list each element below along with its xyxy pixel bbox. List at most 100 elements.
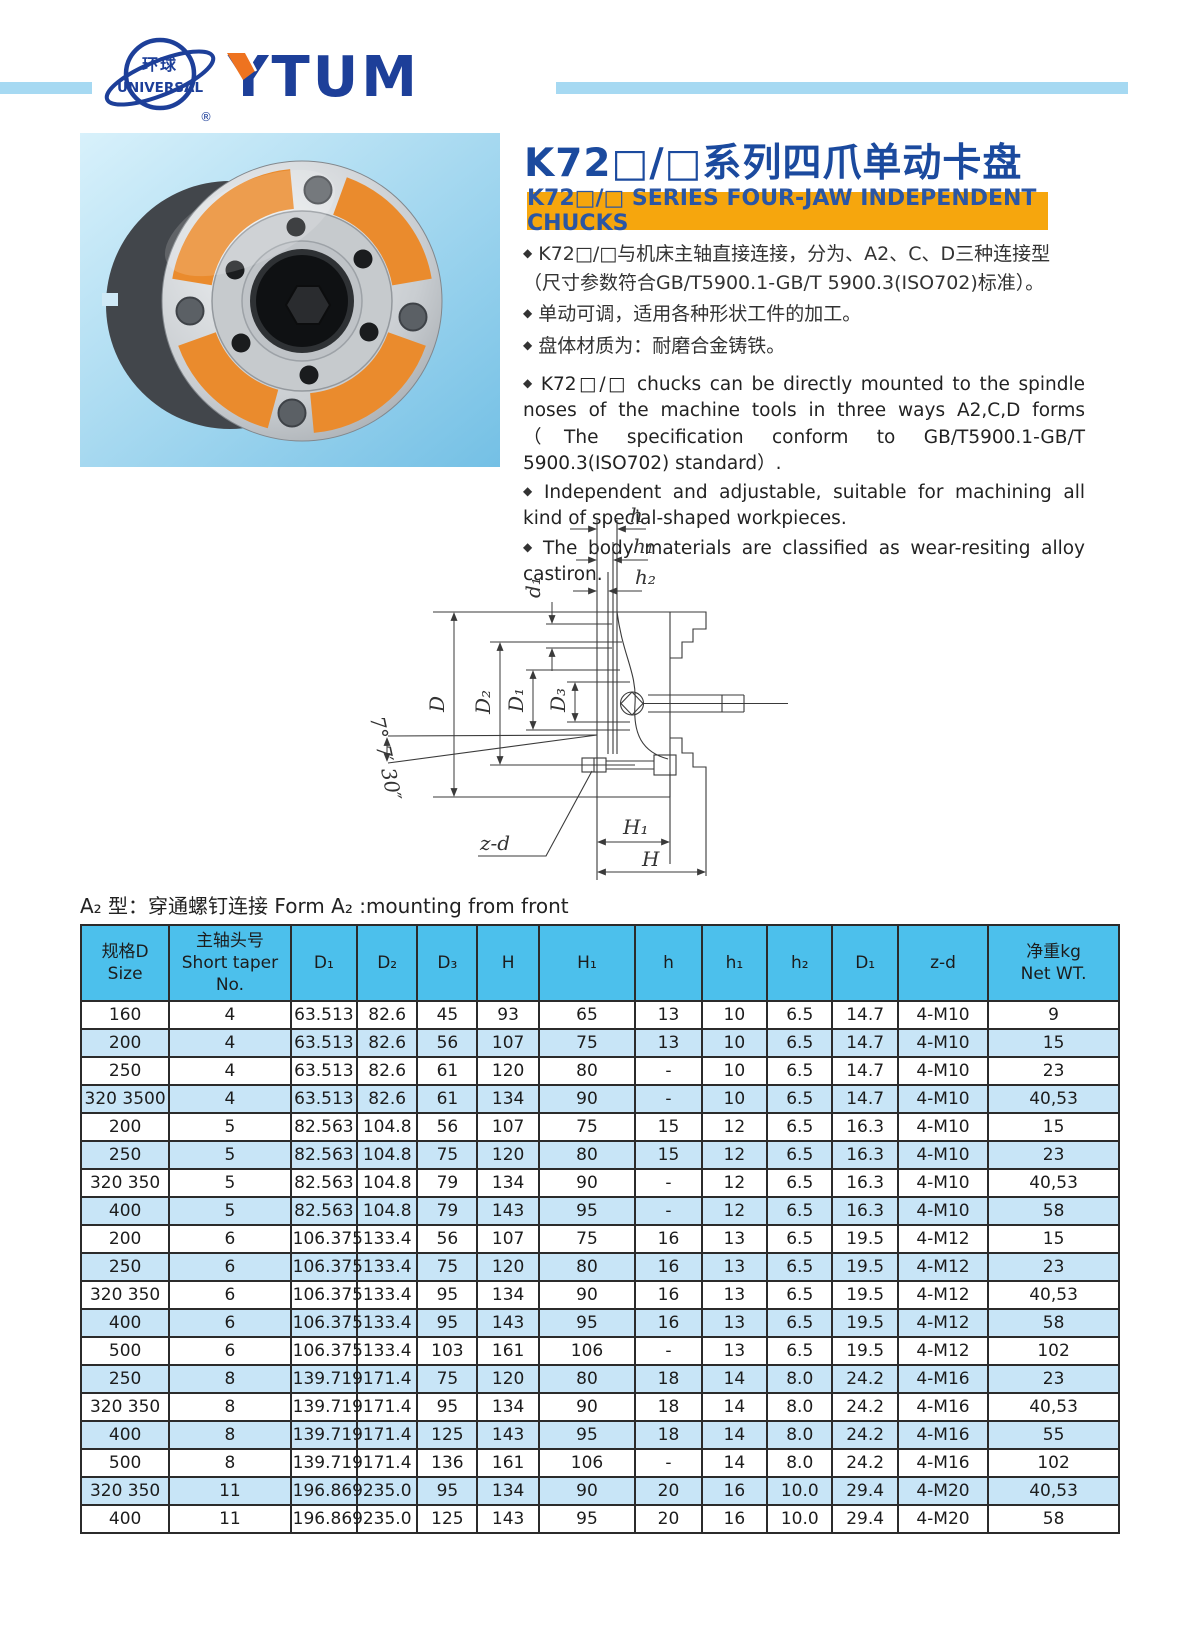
wordmark-gap xyxy=(244,51,258,72)
table-cell: 95 xyxy=(416,1308,479,1339)
table-cell: 82.563 xyxy=(289,1112,359,1143)
table-cell: 6.5 xyxy=(766,1336,834,1367)
globe-text-cn: 环球 xyxy=(142,55,178,74)
table-cell: 161 xyxy=(476,1336,540,1367)
table-cell: 235.0 xyxy=(356,1476,419,1507)
table-cell: 14.7 xyxy=(831,1084,899,1115)
header-cell: H₁ xyxy=(537,923,637,1003)
table-cell: 15 xyxy=(634,1140,703,1171)
dim-label-D1: D₁ xyxy=(504,688,528,713)
table-cell: 8.0 xyxy=(766,1420,834,1451)
table-cell: 6.5 xyxy=(766,1056,834,1087)
table-cell: 14 xyxy=(700,1448,769,1479)
table-cell: 10.0 xyxy=(766,1476,834,1507)
table-cell: 104.8 xyxy=(356,1196,419,1227)
table-cell: 58 xyxy=(987,1196,1120,1227)
table-row: 200 5 82.563 104.8 56 107 75 15 12 6.5 16.3 4-M10 15 xyxy=(79,1112,1120,1143)
table-cell: 40,53 xyxy=(987,1476,1120,1507)
table-cell: 143 xyxy=(476,1308,540,1339)
table-cell: 24.2 xyxy=(831,1420,899,1451)
table-cell: 13 xyxy=(700,1224,769,1255)
table-cell: 14 xyxy=(700,1420,769,1451)
table-cell: 106.375 xyxy=(289,1224,363,1255)
header-cell: 规格D Size xyxy=(79,923,171,1003)
table-cell: 16 xyxy=(634,1224,703,1255)
table-cell: 8 xyxy=(168,1420,292,1451)
dim-label-d1: d₁ xyxy=(521,577,545,598)
table-cell: 133.4 xyxy=(356,1336,419,1367)
table-cell: 23 xyxy=(987,1252,1120,1283)
header-cell: D₁ xyxy=(289,923,359,1003)
table-cell: 10.0 xyxy=(766,1504,834,1535)
table-cell: 136 xyxy=(416,1448,479,1479)
table-cell: 320 350 xyxy=(79,1280,171,1311)
spec-table: 规格D Size 主轴头号 Short taper No. D₁ D₂ D₃ H H₁ h h₁… xyxy=(79,923,1120,1535)
table-cell: 4-M10 xyxy=(896,1000,990,1031)
product-photo xyxy=(80,133,500,467)
table-cell: 104.8 xyxy=(356,1168,419,1199)
table-cell: 14 xyxy=(700,1364,769,1395)
table-cell: 16.3 xyxy=(831,1140,899,1171)
header-cell: H xyxy=(476,923,540,1003)
header-cell: 主轴头号 Short taper No. xyxy=(168,923,292,1003)
table-cell: 13 xyxy=(700,1252,769,1283)
table-cell: 63.513 xyxy=(289,1028,359,1059)
table-cell: 133.4 xyxy=(356,1308,419,1339)
table-cell: 14.7 xyxy=(831,1000,899,1031)
table-cell: 200 xyxy=(79,1224,171,1255)
table-cell: 6.5 xyxy=(766,1196,834,1227)
technical-drawing: h h₁ h₂ d₁ D D₂ D₁ D₃ 7° 7′ 30″ z-d xyxy=(330,472,790,884)
table-cell: 4-M10 xyxy=(896,1168,990,1199)
brand-globe-logo: 环球 UNIVERSAL ® xyxy=(100,28,228,132)
table-cell: 4-M10 xyxy=(896,1084,990,1115)
dim-label-h: h xyxy=(630,503,643,527)
table-cell: 75 xyxy=(416,1252,479,1283)
table-cell: 250 xyxy=(79,1140,171,1171)
table-cell: 8 xyxy=(168,1364,292,1395)
table-cell: 196.869 xyxy=(289,1504,363,1535)
feature-item: ◆ K72□/□ chucks can be directly mounted t… xyxy=(523,372,1085,477)
table-cell: 80 xyxy=(537,1056,637,1087)
table-row: 500 8 139.719 171.4 136 161 106-14 8.0 24.2 4-M16… xyxy=(79,1448,1120,1479)
table-cell: 24.2 xyxy=(831,1364,899,1395)
table-cell: 58 xyxy=(987,1504,1120,1535)
table-row: 320 350 11 196.869 235.0 95 134 90 20 16 10.0 29.4… xyxy=(79,1476,1120,1507)
table-cell: 134 xyxy=(476,1168,540,1199)
feature-list-cn: ◆ K72□/□与机床主轴直接连接，分为、A2、C、D三种连接型（尺寸参数符合GB… xyxy=(523,240,1085,363)
table-cell: 134 xyxy=(476,1476,540,1507)
table-row: 250 4 63.513 82.6 61 120 80-10 6.5 14.7 4-M10 23 xyxy=(79,1056,1120,1087)
table-cell: 120 xyxy=(476,1252,540,1283)
table-cell: 18 xyxy=(634,1392,703,1423)
table-cell: 95 xyxy=(416,1392,479,1423)
table-cell: 90 xyxy=(537,1392,637,1423)
dim-label-angle: 7° 7′ 30″ xyxy=(365,714,406,803)
dim-label-zd: z-d xyxy=(479,831,510,855)
table-cell: 75 xyxy=(537,1112,637,1143)
chuck-photo-illustration xyxy=(80,133,500,467)
table-cell: 90 xyxy=(537,1280,637,1311)
table-row: 400 6 106.375 133.4 95 143 95 16 13 6.5 19.5 4-M12 5… xyxy=(79,1308,1120,1339)
table-cell: 20 xyxy=(634,1476,703,1507)
feature-item: ◆ The body materials are classified as we… xyxy=(523,536,1085,589)
header-cell: D₁ xyxy=(831,923,899,1003)
table-cell: 171.4 xyxy=(356,1392,419,1423)
table-row: 400 8 139.719 171.4 125 143 95 18 14 8.0 24.2 4-M16… xyxy=(79,1420,1120,1451)
table-cell: 61 xyxy=(416,1084,479,1115)
feature-item: ◆ K72□/□与机床主轴直接连接，分为、A2、C、D三种连接型（尺寸参数符合GB… xyxy=(523,240,1085,297)
wordmark-text: YTUM xyxy=(227,45,420,108)
table-cell: 103 xyxy=(416,1336,479,1367)
table-cell: 320 3500 xyxy=(79,1084,171,1115)
table-cell: 16.3 xyxy=(831,1112,899,1143)
table-cell: 75 xyxy=(537,1028,637,1059)
table-cell: 40,53 xyxy=(987,1168,1120,1199)
dim-label-h1: h₁ xyxy=(633,534,654,558)
table-cell: - xyxy=(634,1168,703,1199)
table-caption: A₂ 型：穿通螺钉连接 Form A₂ :mounting from front xyxy=(80,894,569,918)
table-cell: 8 xyxy=(168,1392,292,1423)
table-cell: 6.5 xyxy=(766,1112,834,1143)
table-cell: 6.5 xyxy=(766,1000,834,1031)
table-cell: 16 xyxy=(634,1280,703,1311)
table-cell: 6.5 xyxy=(766,1084,834,1115)
table-cell: 4-M10 xyxy=(896,1112,990,1143)
table-cell: 15 xyxy=(634,1112,703,1143)
